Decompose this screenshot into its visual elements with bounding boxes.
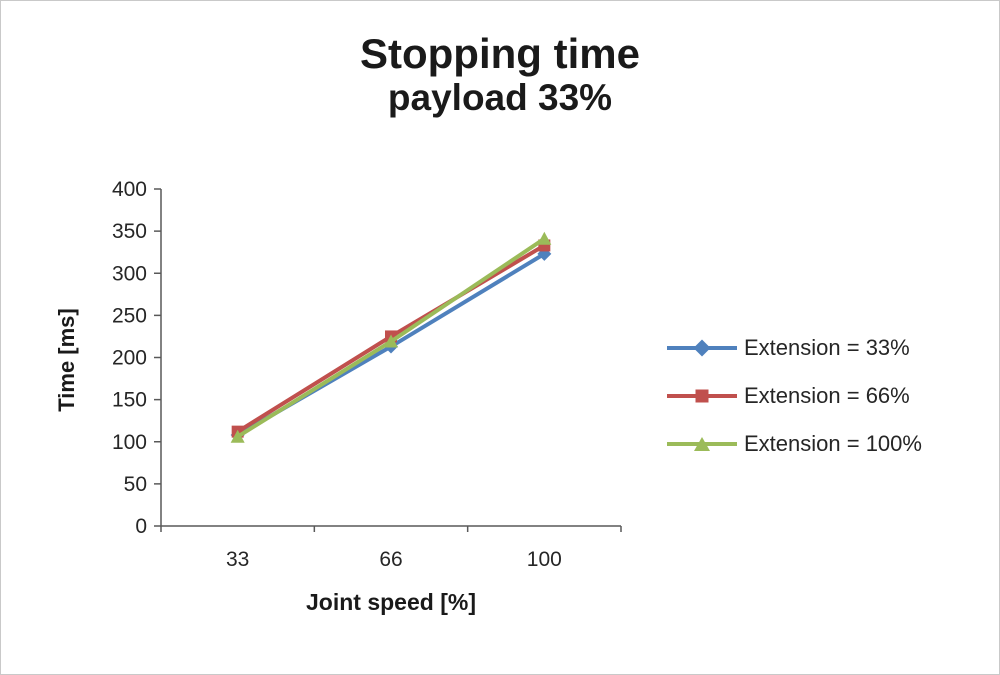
x-tick-label: 66: [379, 548, 402, 571]
legend-line-triangle-icon: [667, 435, 737, 453]
y-tick-label: 50: [124, 473, 147, 496]
legend-line-diamond-icon: [667, 339, 737, 357]
y-tick-label: 400: [112, 178, 147, 201]
square-marker-icon: [695, 389, 709, 403]
triangle-marker-icon: [230, 429, 245, 443]
y-tick-label: 100: [112, 431, 147, 454]
legend: Extension = 33% Extension = 66% Extensio…: [667, 335, 922, 457]
y-axis-title: Time [ms]: [54, 308, 79, 412]
y-tick-label: 150: [112, 389, 147, 412]
legend-label: Extension = 66%: [744, 383, 910, 408]
legend-item: Extension = 100%: [667, 431, 922, 457]
y-tick-label: 250: [112, 304, 147, 327]
chart-subtitle: payload 33%: [387, 77, 613, 119]
triangle-marker-icon: [537, 231, 552, 245]
legend-line-square-icon: [667, 387, 737, 405]
legend-item: Extension = 66%: [667, 383, 922, 409]
x-tick-label: 100: [527, 548, 562, 571]
legend-label: Extension = 33%: [744, 335, 910, 360]
legend-label: Extension = 100%: [744, 431, 922, 456]
y-tick-label: 200: [112, 347, 147, 370]
triangle-marker-icon: [694, 437, 710, 451]
triangle-marker-icon: [384, 334, 398, 348]
x-axis-title: Joint speed [%]: [306, 589, 476, 615]
diamond-marker-icon: [693, 339, 711, 357]
legend-item: Extension = 33%: [667, 335, 922, 361]
y-tick-label: 350: [112, 220, 147, 243]
chart-title-block: Stopping time payload 33%: [1, 30, 999, 120]
y-tick-label: 0: [135, 515, 147, 538]
x-tick-label: 33: [226, 548, 249, 571]
chart-title: Stopping time: [360, 30, 640, 77]
y-tick-label: 300: [112, 262, 147, 285]
